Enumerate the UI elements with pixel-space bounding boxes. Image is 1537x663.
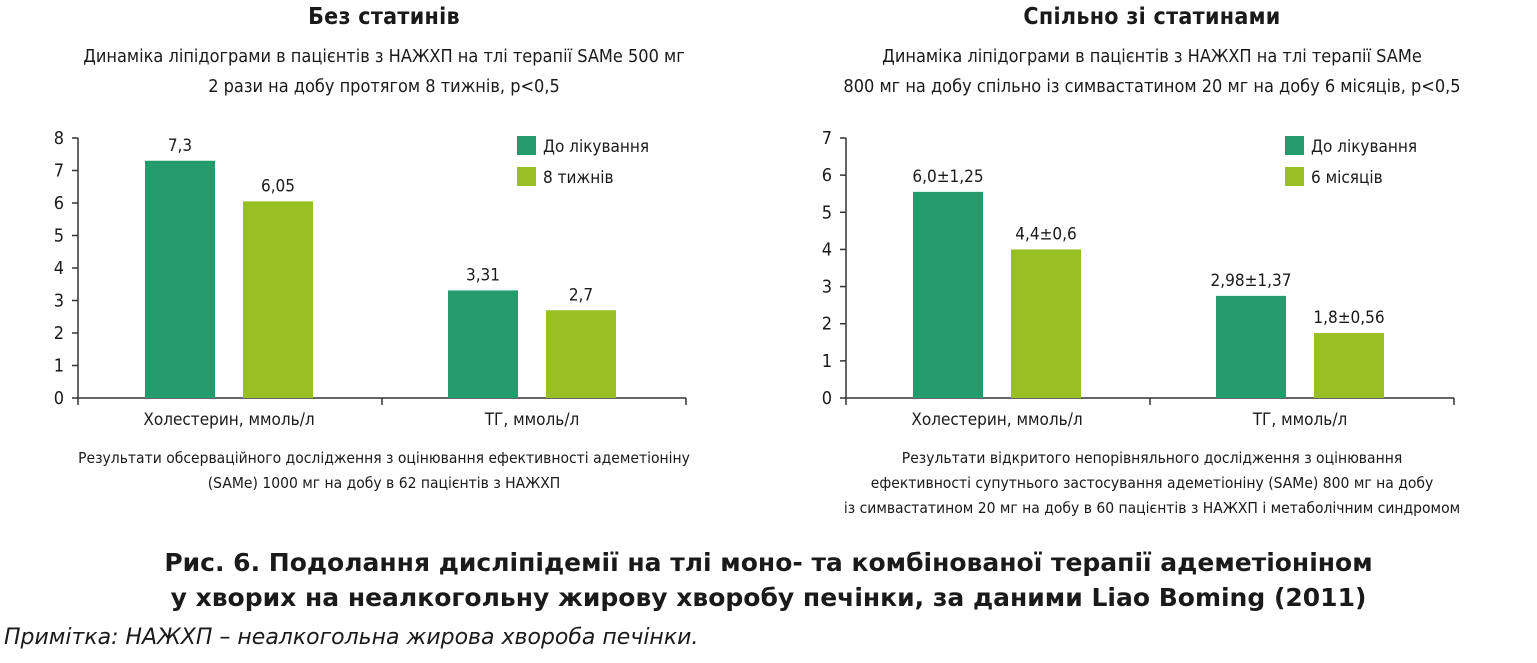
x-category-label: ТГ, ммоль/л (1252, 410, 1348, 430)
y-tick-label: 7 (54, 161, 64, 182)
y-tick-label: 8 (54, 128, 64, 149)
legend-label: 6 місяців (1311, 168, 1383, 188)
panel-with-statins: Спільно зі статинами Динаміка ліпідограм… (768, 0, 1536, 530)
panel-subtitle-line-2: 800 мг на добу спільно із симвастатином … (843, 76, 1461, 97)
legend-label: До лікування (1311, 137, 1417, 157)
panel-note-line-3: із симвастатином 20 мг на добу в 60 паці… (843, 499, 1461, 517)
x-category-label: Холестерин, ммоль/л (911, 410, 1082, 430)
y-tick-label: 2 (822, 314, 832, 335)
data-label: 1,8±0,56 (1313, 308, 1384, 328)
data-label: 7,3 (168, 136, 192, 156)
y-tick-label: 5 (54, 226, 64, 247)
y-tick-label: 1 (822, 351, 832, 372)
panel-note-line-1: Результати обсерваційного дослідження з … (78, 449, 690, 467)
panel-note-line-1: Результати відкритого непорівняльного до… (901, 449, 1403, 467)
y-tick-label: 4 (822, 239, 832, 260)
legend-label: До лікування (543, 137, 649, 157)
bar (1314, 333, 1384, 398)
panel-subtitle-line-1: Динаміка ліпідограми в пацієнтів з НАЖХП… (83, 46, 685, 67)
panel-title: Спільно зі статинами (1023, 4, 1281, 30)
panel-note-line-2: (SAMe) 1000 мг на добу в 62 пацієнтів з … (207, 474, 561, 492)
figure-caption-line-1: Рис. 6. Подолання дисліпідемії на тлі мо… (164, 548, 1373, 577)
panel-subtitle-line-2: 2 рази на добу протягом 8 тижнів, p<0,5 (208, 76, 560, 97)
legend-swatch (517, 136, 536, 155)
legend-swatch (517, 167, 536, 186)
data-label: 4,4±0,6 (1015, 224, 1076, 244)
y-tick-label: 7 (822, 128, 832, 149)
x-category-label: ТГ, ммоль/л (484, 410, 580, 430)
y-tick-label: 4 (54, 258, 64, 279)
y-tick-label: 2 (54, 323, 64, 344)
y-tick-label: 0 (54, 388, 64, 409)
data-label: 6,05 (261, 176, 295, 196)
data-label: 2,98±1,37 (1211, 271, 1292, 291)
legend-label: 8 тижнів (543, 168, 613, 188)
bar (913, 191, 983, 398)
panel-without-statins: Без статинів Динаміка ліпідограми в паці… (0, 0, 768, 530)
panel-subtitle-line-1: Динаміка ліпідограми в пацієнтів з НАЖХП… (882, 46, 1422, 67)
y-tick-label: 0 (822, 388, 832, 409)
y-tick-label: 6 (54, 193, 64, 214)
data-label: 6,0±1,25 (912, 167, 983, 187)
bar (145, 160, 215, 398)
bar (1216, 295, 1286, 398)
legend-swatch (1285, 167, 1304, 186)
data-label: 3,31 (466, 265, 500, 285)
bar (1011, 249, 1081, 398)
y-tick-label: 3 (822, 277, 832, 298)
bar-chart-with-statins: 0 1 2 3 4 5 6 7 6,0±1,25 2,98±1,37 4,4±0,6 1,8±0,56… (822, 128, 1455, 430)
panel-note-line-2: ефективності супутнього застосування аде… (870, 474, 1434, 492)
y-tick-label: 6 (822, 165, 832, 186)
y-tick-label: 5 (822, 202, 832, 223)
y-tick-label: 1 (54, 356, 64, 377)
panel-title: Без статинів (308, 4, 460, 30)
figure-caption-line-2: у хворих на неалкогольну жирову хворобу … (170, 583, 1367, 612)
bar (243, 201, 313, 398)
x-category-label: Холестерин, ммоль/л (143, 410, 314, 430)
bar-chart-without-statins: 0 1 2 3 4 5 6 7 8 7,3 3,31 6,05 2,7 Холестерин, ммоль… (54, 128, 687, 430)
footnote: Примітка: НАЖХП – неалкогольна жирова хв… (4, 625, 699, 650)
legend-swatch (1285, 136, 1304, 155)
bar (448, 290, 518, 398)
bar (546, 310, 616, 398)
data-label: 2,7 (569, 285, 593, 305)
y-tick-label: 3 (54, 291, 64, 312)
